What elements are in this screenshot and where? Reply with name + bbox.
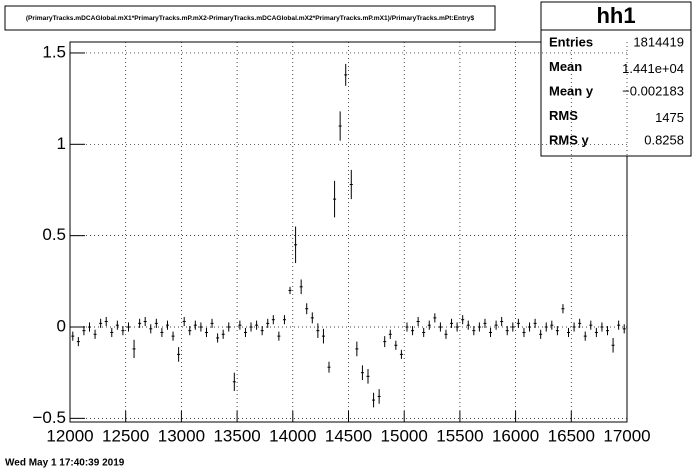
y-tick-label: 1 [57,134,66,153]
stats-value: 1814419 [633,34,684,49]
y-tick-label: −0.5 [32,408,66,427]
y-tick-label: 0.5 [42,225,66,244]
x-tick-label: 16000 [492,426,539,445]
chart-title: (PrimaryTracks.mDCAGlobal.mX1*PrimaryTra… [26,15,475,22]
y-tick-label: 0 [57,316,66,335]
x-tick-label: 15000 [381,426,428,445]
x-tick-label: 12000 [46,426,93,445]
stats-frame [540,1,692,157]
stats-label: Mean y [549,83,594,98]
y-tick-label: 1.5 [42,42,66,61]
x-tick-label: 13500 [213,426,260,445]
x-tick-label: 17000 [603,426,650,445]
stats-value: 1475 [655,110,684,125]
stats-value: −0.002183 [622,83,684,98]
stats-value: 0.8258 [644,132,684,147]
x-tick-label: 14000 [269,426,316,445]
title-box [4,5,496,31]
stats-label: RMS [549,108,578,123]
x-tick-label: 12500 [102,426,149,445]
stats-name: hh1 [596,3,635,28]
x-tick-label: 14500 [325,426,372,445]
x-tick-label: 13000 [158,426,205,445]
x-tick-label: 16500 [548,426,595,445]
x-tick-label: 15500 [436,426,483,445]
stats-label: Mean [549,59,582,74]
footer-date: Wed May 1 17:40:39 2019 [5,458,125,469]
stats-box: hh1 [540,1,692,157]
stats-value: 1.441e+04 [622,61,684,76]
stats-label: Entries [549,34,593,49]
stats-label: RMS y [549,132,590,147]
